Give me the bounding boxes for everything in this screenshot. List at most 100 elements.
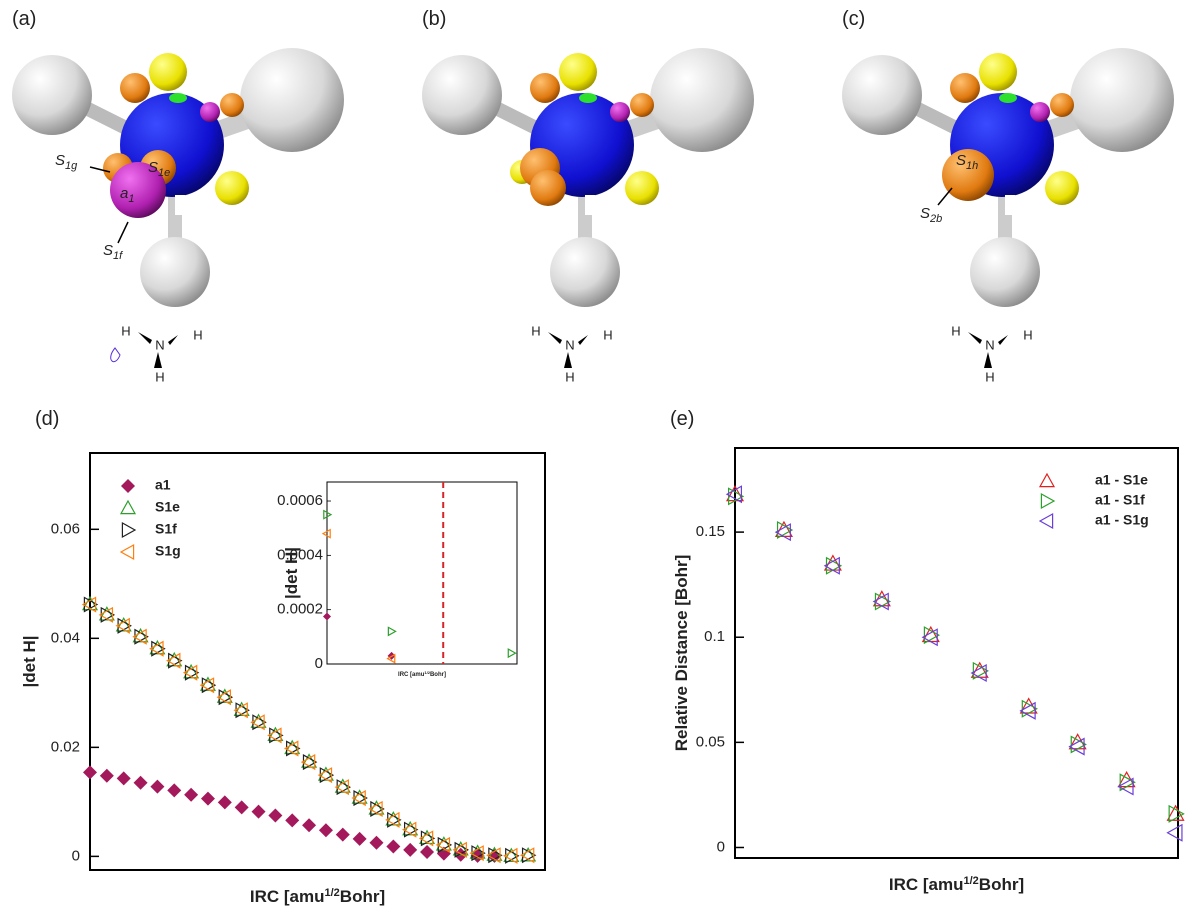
y-tick-label: 0.0006 <box>277 492 323 509</box>
data-point <box>268 808 283 823</box>
data-point <box>235 702 250 719</box>
legend-label: a1 - S1e <box>1095 472 1148 488</box>
data-point <box>81 596 97 613</box>
data-point <box>335 827 350 842</box>
panel-label: (b) <box>422 8 446 30</box>
data-point <box>98 606 115 621</box>
orbital-label: S1h <box>956 152 978 172</box>
data-point <box>99 768 114 783</box>
y-tick-label: 0.15 <box>696 523 725 540</box>
x-label-part: 1/2 <box>964 875 979 887</box>
y-tick-label: 0 <box>315 655 323 672</box>
panel-label: (e) <box>670 408 694 430</box>
lewis-atom: N <box>985 337 994 352</box>
data-point <box>267 727 282 744</box>
data-point <box>300 754 316 771</box>
lewis-atom: H <box>531 323 540 338</box>
x-label-part: IRC [amu <box>250 887 325 906</box>
data-point <box>420 845 435 860</box>
data-point <box>923 626 941 645</box>
data-point <box>200 791 215 806</box>
data-point <box>184 664 200 681</box>
data-point <box>216 689 232 706</box>
data-point <box>317 767 333 784</box>
legend-marker <box>121 479 135 493</box>
data-point <box>353 790 368 807</box>
data-point <box>283 740 299 757</box>
data-point <box>420 830 436 847</box>
data-point <box>252 714 267 731</box>
label-sub: 1h <box>966 160 978 172</box>
data-point <box>1166 804 1185 821</box>
y-tick-label: 0 <box>717 838 725 855</box>
legend-marker <box>119 543 135 561</box>
label-main: S <box>956 152 966 169</box>
lewis-atom: H <box>1023 327 1032 342</box>
data-point <box>369 835 384 850</box>
y-tick-label: 0 <box>72 847 80 864</box>
data-point <box>386 653 396 664</box>
data-point <box>318 823 333 838</box>
y-tick-label: 0.02 <box>51 738 80 755</box>
data-point <box>133 775 148 790</box>
data-point <box>115 617 130 634</box>
data-point <box>116 771 131 786</box>
data-point <box>184 787 199 802</box>
lewis-atom: N <box>155 337 164 352</box>
data-point <box>972 661 989 680</box>
data-point <box>100 606 116 623</box>
data-point <box>452 841 469 856</box>
lewis-atom: H <box>565 369 574 384</box>
data-point <box>351 790 366 807</box>
panel-label: (a) <box>12 8 36 30</box>
data-point <box>334 778 351 793</box>
data-point <box>286 740 301 757</box>
data-point <box>168 652 183 669</box>
plot-frame <box>734 447 1179 859</box>
data-point <box>132 628 147 645</box>
data-point <box>435 836 452 851</box>
legend-marker <box>121 521 137 539</box>
data-point <box>728 487 745 506</box>
data-point <box>1168 804 1185 823</box>
data-point <box>503 847 518 864</box>
data-point <box>166 652 181 669</box>
data-point <box>387 626 397 637</box>
data-point <box>1070 735 1087 754</box>
data-point <box>1117 777 1134 796</box>
legend-label: a1 - S1f <box>1095 492 1145 508</box>
legend-label: S1f <box>155 521 177 537</box>
data-point <box>319 767 335 784</box>
data-point <box>370 800 385 817</box>
data-point <box>774 523 791 542</box>
data-point <box>132 627 149 643</box>
data-point <box>487 848 502 863</box>
data-point <box>301 753 318 768</box>
x-label-part: IRC [amu <box>398 672 425 678</box>
data-point <box>218 689 234 706</box>
x-axis-label: IRC [amu1/2Bohr] <box>889 875 1024 894</box>
x-axis-label: IRC [amu1/2Bohr] <box>250 887 385 906</box>
data-point <box>435 836 451 853</box>
data-point <box>284 739 301 755</box>
data-point <box>520 847 537 862</box>
data-point <box>403 821 419 838</box>
lewis-atom: H <box>951 323 960 338</box>
data-point <box>323 509 333 520</box>
data-point <box>1119 773 1136 792</box>
y-tick-label: 0.1 <box>704 628 725 645</box>
data-point <box>401 821 417 838</box>
data-point <box>505 847 520 864</box>
data-point <box>149 639 166 655</box>
data-point <box>368 800 385 815</box>
orbital-label: S1g <box>55 152 78 172</box>
data-point <box>352 831 367 846</box>
data-point <box>233 701 250 716</box>
data-point <box>368 800 383 817</box>
data-point <box>302 754 318 771</box>
data-point <box>418 830 434 847</box>
label-sub: 2b <box>929 213 942 225</box>
x-label-part: 1/2 <box>424 670 430 675</box>
data-point <box>452 841 467 858</box>
molecule-c <box>842 48 1174 368</box>
